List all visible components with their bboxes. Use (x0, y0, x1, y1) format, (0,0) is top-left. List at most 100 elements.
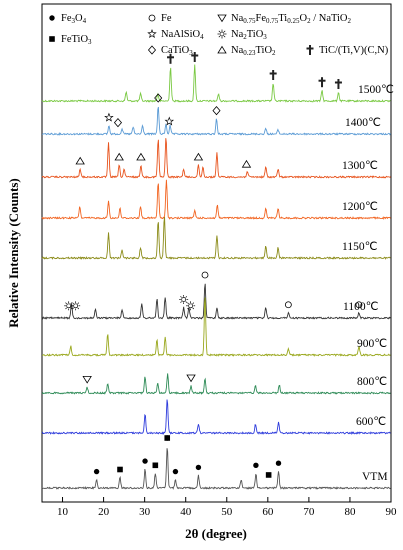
legend-label-part: 2 (348, 17, 352, 25)
legend-label-part: CaTiO (161, 45, 190, 56)
x-tick-label: 10 (57, 506, 69, 518)
sun-ray (192, 307, 195, 310)
series-line (41, 373, 391, 395)
x-tick-label: 40 (180, 506, 192, 518)
legend-item: Fe (148, 13, 172, 24)
sun-ray (65, 307, 67, 310)
legend-label-part: 2 (272, 49, 276, 57)
x-tick-label: 50 (221, 506, 233, 518)
fe3o4-marker-icon (195, 464, 202, 471)
na023tio2-marker-icon (136, 152, 146, 161)
x-tick-label: 90 (386, 506, 398, 518)
tic-marker-icon (334, 79, 342, 89)
legend-label: NaAlSiO4 (161, 29, 204, 41)
legend-label: Fe (161, 13, 172, 24)
legend-item: NaAlSiO4 (147, 29, 204, 41)
x-tick-label: 30 (139, 506, 151, 518)
fe3o4-marker-icon (172, 468, 179, 475)
series-label: 600℃ (356, 416, 386, 428)
legend-label-part: Fe (61, 13, 72, 24)
legend-item: Na0.23TiO2 (217, 45, 276, 57)
series-line (41, 399, 391, 435)
legend-label-part: TiC/(Ti,V)(C,N) (319, 45, 389, 56)
legend-label: Na2TiO3 (231, 29, 267, 41)
sun-ray (65, 302, 67, 305)
legend-label-part: 0.75 (243, 17, 256, 25)
tic-marker-icon (191, 52, 199, 62)
tic-marker-icon (269, 70, 277, 80)
fe3o4-marker-icon (253, 462, 259, 468)
series-label: VTM (362, 471, 388, 483)
series-label: 900℃ (357, 338, 387, 350)
series-line (41, 179, 391, 220)
x-axis-ticks: 10 20 30 40 50 60 70 80 90 (57, 497, 397, 518)
legend-label-part: 3 (189, 49, 193, 57)
na023tio2-marker-icon (241, 159, 252, 168)
sun-ray (72, 302, 74, 305)
fe-marker-icon (355, 301, 363, 309)
naalsio4-marker-icon (104, 112, 114, 122)
legend-label-part: / NaTiO (311, 13, 348, 24)
legend-label-part: 3 (263, 33, 267, 41)
sun-ray (187, 307, 189, 310)
tic-marker-icon (318, 77, 326, 88)
x-tick-label: 80 (344, 506, 356, 518)
series-line (41, 106, 391, 136)
fetio3-marker-icon (49, 36, 55, 42)
legend-label: FeTiO3 (61, 34, 92, 46)
series-line (41, 448, 391, 490)
legend-item: Fe3O4 (49, 13, 87, 25)
legend-label-part: FeTiO (61, 34, 88, 45)
series-labels-group: 1500℃ 1400℃ 1300℃ 1200℃ 1150℃ 1100℃ 900℃ 800℃ 60… (342, 84, 394, 483)
naalsio4-marker-icon (147, 29, 157, 39)
na2tio3-marker-icon (217, 29, 227, 39)
tic-marker-icon (167, 53, 175, 64)
x-tick-label: 20 (98, 506, 110, 518)
x-axis-title: 2θ (degree) (185, 526, 247, 541)
fe-marker-icon (284, 301, 292, 309)
series-label: 1200℃ (342, 201, 378, 213)
legend-label: TiC/(Ti,V)(C,N) (319, 45, 389, 56)
fe3o4-marker-icon (93, 468, 100, 475)
legend-item: Na2TiO3 (217, 29, 267, 41)
fe3o4-marker-icon (275, 460, 282, 466)
series-group (41, 64, 391, 490)
legend-label: Na0.75Fe0.75Ti0.25O2 / NaTiO2 (231, 13, 352, 25)
sun-ray (180, 296, 182, 298)
na2tio3-marker-icon (71, 301, 81, 311)
na-fe-ti-o2-marker-icon (217, 14, 227, 23)
legend-label-part: 0.23 (243, 49, 256, 57)
x-tick-label: 60 (262, 506, 274, 518)
na-fe-ti-o2-marker-icon (82, 376, 92, 384)
markers-group (64, 52, 363, 478)
legend-label-part: O (299, 13, 307, 24)
fetio3-marker-icon (164, 435, 171, 441)
na023tio2-marker-icon (193, 152, 204, 161)
legend-label-part: O (75, 13, 83, 24)
series-line (41, 283, 391, 320)
series-label: 1100℃ (343, 301, 379, 313)
series-line (41, 297, 391, 357)
legend-label-part: Fe (161, 13, 172, 24)
legend-item: FeTiO3 (49, 34, 92, 46)
fetio3-marker-icon (117, 466, 123, 473)
fe3o4-marker-icon (142, 458, 148, 464)
legend-label: Fe3O4 (61, 13, 87, 25)
legend-label-part: 4 (83, 17, 87, 25)
naalsio4-marker-icon (164, 116, 175, 126)
series-label: 1500℃ (358, 84, 394, 96)
series-label: 1400℃ (345, 117, 381, 129)
y-axis-title: Relative Intensity (Counts) (6, 178, 21, 328)
sun-ray (180, 301, 182, 303)
legend-label-part: Na (231, 45, 244, 56)
sun-ray (77, 307, 80, 310)
sun-core (73, 303, 79, 309)
series-line (41, 216, 391, 260)
sun-ray (187, 302, 189, 305)
sun-ray (192, 302, 195, 305)
legend-label-part: 4 (200, 33, 204, 41)
sun-ray (223, 30, 226, 33)
legend-label-part: 2 (307, 17, 311, 25)
fe-marker-icon (148, 14, 156, 22)
